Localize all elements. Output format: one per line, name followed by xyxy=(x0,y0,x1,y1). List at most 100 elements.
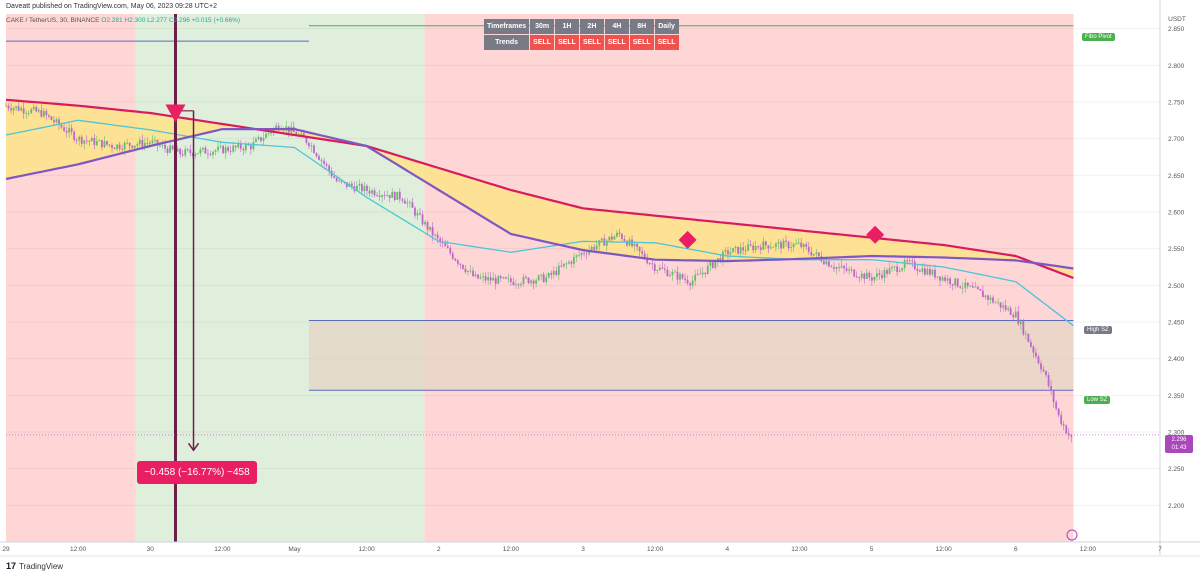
candle-body xyxy=(95,141,98,146)
candle-body xyxy=(7,105,10,109)
trend-period-2 xyxy=(424,14,1074,542)
candle-body xyxy=(876,273,878,277)
trend-4h: SELL xyxy=(604,35,629,50)
candle-body xyxy=(1017,311,1020,325)
candle-body xyxy=(55,119,58,123)
candle-body xyxy=(638,246,641,252)
candle-body xyxy=(355,185,358,192)
candle-body xyxy=(1007,308,1010,310)
candle-body xyxy=(623,238,626,242)
candle-body xyxy=(434,234,437,236)
candle-body xyxy=(431,226,434,236)
candle-body xyxy=(964,282,967,288)
candle-body xyxy=(78,136,81,141)
x-tick-label-11: 12:00 xyxy=(791,546,808,553)
ohlc-values: O2.281 H2.300 L2.277 C2.296 +0.015 (+0.6… xyxy=(101,17,241,24)
candle-body xyxy=(202,147,204,150)
candle-body xyxy=(338,180,341,182)
candle-body xyxy=(1012,314,1015,318)
candle-body xyxy=(752,245,755,251)
candle-body xyxy=(896,266,899,272)
candle-body xyxy=(166,148,169,153)
candle-body xyxy=(323,160,325,164)
candle-body xyxy=(1022,321,1025,335)
candle-body xyxy=(901,267,904,271)
supply-zone xyxy=(308,320,1074,391)
candle-body xyxy=(590,246,593,251)
candle-body xyxy=(787,241,790,249)
candle-body xyxy=(969,286,972,287)
candle-body xyxy=(60,125,63,128)
candle-body xyxy=(25,113,28,114)
candle-body xyxy=(345,182,348,187)
candle-body xyxy=(807,246,810,252)
candle-body xyxy=(68,128,71,133)
candle-body xyxy=(982,290,984,298)
candle-body xyxy=(439,238,442,243)
tf-8h: 8H xyxy=(629,19,654,34)
lightning-icon xyxy=(1066,529,1078,541)
candle-body xyxy=(474,274,477,277)
candle-body xyxy=(222,145,224,154)
candle-body xyxy=(234,145,237,148)
candle-body xyxy=(421,214,424,225)
candle-body xyxy=(689,283,692,286)
candle-body xyxy=(424,221,426,225)
candle-body xyxy=(734,246,737,249)
candle-body xyxy=(464,268,467,273)
candle-body xyxy=(525,276,527,278)
candle-body xyxy=(560,265,563,267)
candle-body xyxy=(934,269,936,278)
candle-body xyxy=(209,154,212,155)
candle-body xyxy=(532,280,535,284)
candle-body xyxy=(227,147,230,151)
x-tick-label-2: 30 xyxy=(147,546,155,553)
candle-body xyxy=(686,279,689,284)
y-axis-unit: USDT xyxy=(1168,16,1186,23)
trend-2h: SELL xyxy=(579,35,604,50)
candle-body xyxy=(416,213,419,216)
trend-30m: SELL xyxy=(530,35,555,50)
candle-body xyxy=(467,270,469,273)
candle-body xyxy=(507,278,510,280)
candle-body xyxy=(530,280,532,284)
candle-body xyxy=(754,246,757,251)
candle-body xyxy=(444,243,447,247)
candle-body xyxy=(504,277,507,279)
candle-body xyxy=(340,180,343,182)
candle-body xyxy=(275,125,278,129)
candle-body xyxy=(229,150,232,152)
candle-body xyxy=(196,153,199,155)
measure-label[interactable]: −0.458 (−16.77%) −458 xyxy=(137,461,257,484)
candle-body xyxy=(583,252,585,254)
candle-body xyxy=(840,265,843,268)
y-tick-label-3: 2.350 xyxy=(1168,393,1185,400)
candle-body xyxy=(772,246,775,248)
candle-body xyxy=(403,200,406,204)
candle-body xyxy=(881,274,883,279)
x-tick-label-5: 12:00 xyxy=(358,546,375,553)
candle-body xyxy=(918,270,921,272)
candle-body xyxy=(497,276,500,284)
candle-body xyxy=(535,280,538,284)
candle-body xyxy=(126,142,129,144)
candle-body xyxy=(694,274,697,281)
candle-body xyxy=(669,275,671,277)
candle-body xyxy=(663,268,666,270)
candle-body xyxy=(406,202,409,204)
candle-body xyxy=(75,140,78,141)
candle-body xyxy=(111,145,113,148)
candle-body xyxy=(792,243,795,248)
x-tick-label-6: 2 xyxy=(437,546,441,553)
candle-body xyxy=(706,265,709,274)
x-tick-label-13: 12:00 xyxy=(935,546,952,553)
candle-body xyxy=(1024,333,1027,335)
candle-body xyxy=(123,142,126,150)
candle-body xyxy=(1029,342,1032,347)
candle-body xyxy=(106,141,108,145)
candle-body xyxy=(891,266,893,269)
candle-body xyxy=(648,263,651,265)
candle-body xyxy=(45,110,48,116)
